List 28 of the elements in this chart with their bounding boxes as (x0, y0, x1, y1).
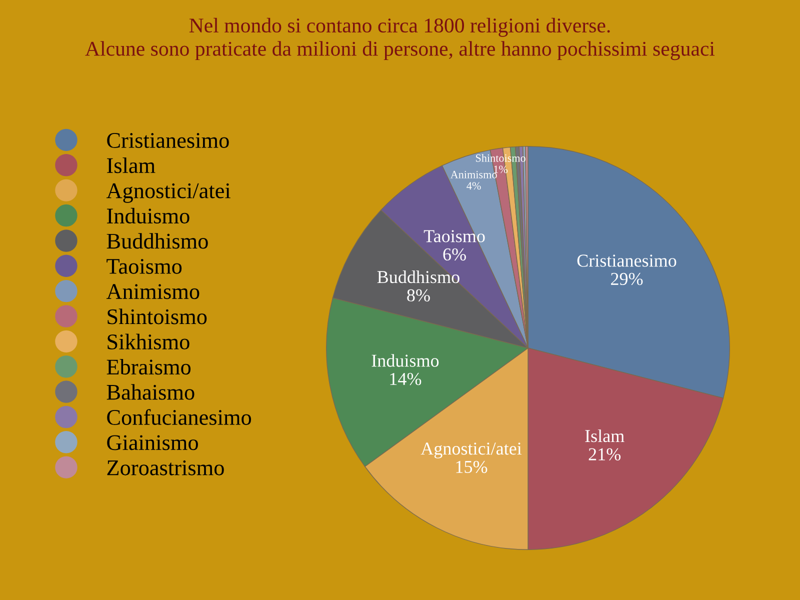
slice-label: Buddhismo (377, 270, 460, 284)
slice-label: Induismo (372, 354, 439, 367)
data-label: 14% (390, 372, 422, 386)
data-label: 21% (588, 448, 621, 460)
legend-label: Shintoismo (108, 308, 207, 324)
legend-label: Induismo (107, 208, 190, 224)
data-label: 29% (611, 272, 643, 286)
data-label: 8% (407, 289, 430, 302)
data-label: 4% (466, 182, 481, 190)
slice-label: Islam (585, 429, 624, 442)
legend-label: Taoismo (106, 258, 182, 274)
legend-label: Giainismo (107, 435, 198, 450)
legend-label: Sikhismo (108, 334, 190, 350)
legend-label: Islam (107, 157, 156, 174)
legend-label: Confucianesimo (107, 409, 252, 425)
data-label: 6% (443, 248, 466, 261)
legend-label: Zoroastrismo (107, 460, 224, 476)
slice-label: Taoismo (424, 230, 485, 242)
legend-label: Cristianesimo (107, 133, 229, 148)
legend-label: Animismo (106, 284, 200, 300)
slice-label: Cristianesimo (577, 254, 676, 267)
chart-title: Nel mondo si contano circa 1800 religioni diverse. Alcune sono praticate da milioni di persone, altre hanno pochissimi seguaci (85, 18, 715, 60)
legend-label: Ebraismo (106, 358, 191, 375)
legend-label: Agnostici/atei (106, 183, 230, 203)
legend-label: Buddhismo (106, 233, 208, 249)
data-label: 15% (456, 460, 488, 474)
slice-label: Agnostici/atei (420, 442, 522, 458)
legend-label: Bahaismo (106, 384, 194, 400)
